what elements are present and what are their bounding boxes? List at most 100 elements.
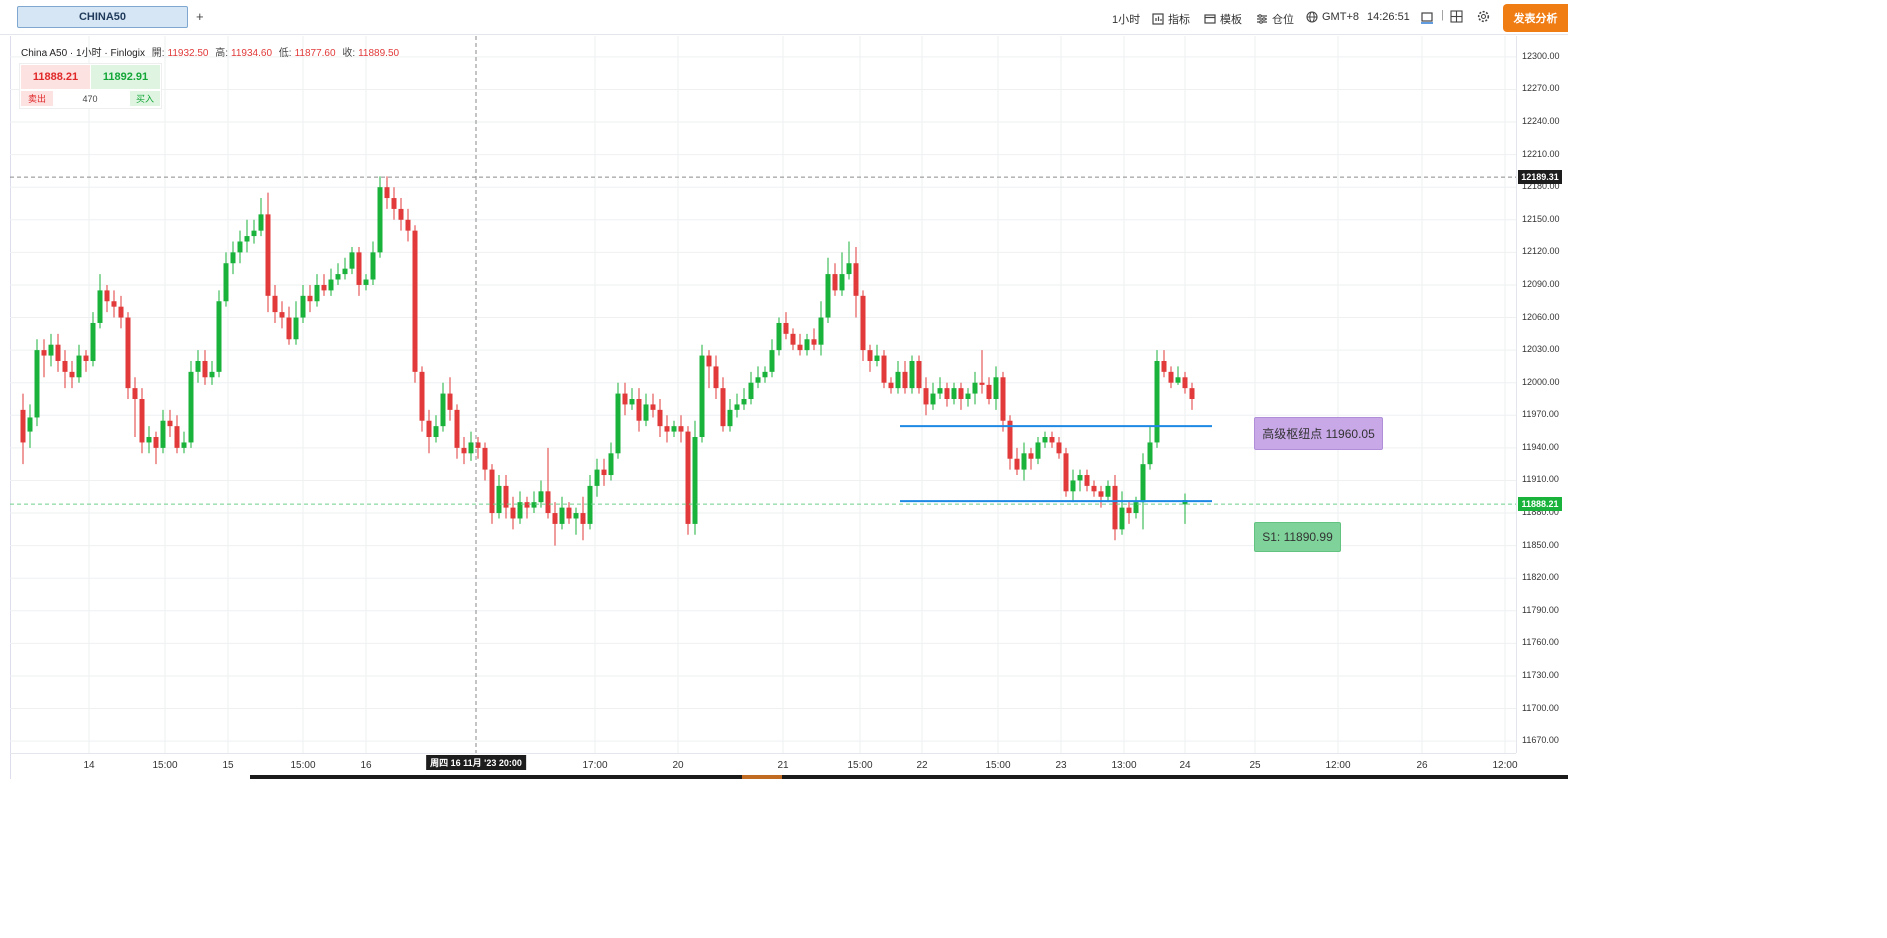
time-tick: 17:00 xyxy=(582,760,608,771)
candle xyxy=(370,241,376,285)
time-tick: 22 xyxy=(916,760,928,771)
candle xyxy=(55,333,61,372)
toolbar-divider: | xyxy=(1441,9,1444,21)
candle xyxy=(895,360,901,394)
candle xyxy=(657,399,663,438)
candle xyxy=(76,344,82,383)
candle xyxy=(139,388,145,454)
candle xyxy=(160,409,166,454)
trade-widget: 11888.21 11892.91 卖出 470 买入 xyxy=(19,63,162,109)
pivot-point-label[interactable]: 高级枢纽点 11960.05 xyxy=(1254,417,1383,450)
templates-button[interactable]: 模板 xyxy=(1204,11,1242,27)
price-tick: 11760.00 xyxy=(1522,637,1559,648)
candle xyxy=(384,176,390,209)
chart-legend: China A50 · 1小时 · Finlogix 開: 11932.50 高:… xyxy=(21,44,399,59)
candle xyxy=(846,241,852,280)
candle xyxy=(188,360,194,448)
candle xyxy=(132,377,138,438)
candle xyxy=(545,447,551,519)
candle xyxy=(629,388,635,410)
screenshot-button[interactable] xyxy=(1420,10,1434,24)
timezone-selector[interactable]: GMT+8 14:26:51 xyxy=(1306,11,1410,23)
sell-button[interactable]: 卖出 xyxy=(21,91,53,106)
candle xyxy=(1021,442,1027,481)
candle xyxy=(811,328,817,351)
price-tick: 11940.00 xyxy=(1522,441,1559,452)
candle xyxy=(867,344,873,372)
buy-price-button[interactable]: 11892.91 xyxy=(91,65,160,89)
candle xyxy=(90,312,96,367)
top-toolbar: CHINA50 + 1小时 指标 模板 仓位 GMT+8 14:26:51 | … xyxy=(0,0,1568,35)
positions-icon xyxy=(1257,14,1267,24)
timeframe-label: 1小时 xyxy=(1112,14,1141,26)
candle xyxy=(181,431,187,454)
candle xyxy=(1140,453,1146,530)
time-tick: 15 xyxy=(222,760,234,771)
price-tick: 12000.00 xyxy=(1522,376,1560,387)
candle xyxy=(993,366,999,410)
price-tick: 11820.00 xyxy=(1522,572,1559,583)
candle xyxy=(685,426,691,535)
quantity-field[interactable]: 470 xyxy=(82,93,98,104)
price-axis[interactable] xyxy=(1516,36,1569,753)
candle xyxy=(1182,493,1188,524)
time-axis[interactable] xyxy=(10,753,1516,776)
candle xyxy=(552,502,558,546)
price-tick: 11700.00 xyxy=(1522,702,1559,713)
timeframe-selector[interactable]: 1小时 xyxy=(1112,11,1140,27)
candle xyxy=(405,208,411,242)
candle xyxy=(1084,469,1090,492)
layout-button[interactable] xyxy=(1450,10,1463,23)
candle xyxy=(860,290,866,361)
candle xyxy=(342,257,348,280)
candle xyxy=(174,415,180,454)
s1-support-label[interactable]: S1: 11890.99 xyxy=(1254,522,1341,552)
time-tick: 13:00 xyxy=(1111,760,1137,771)
tab-china50[interactable]: CHINA50 xyxy=(17,6,188,28)
candle xyxy=(503,475,509,519)
price-tick: 12240.00 xyxy=(1522,116,1560,127)
candle xyxy=(874,344,880,367)
candle xyxy=(230,241,236,275)
taskbar-active-item xyxy=(742,775,782,779)
legend-high-label: 高: xyxy=(215,48,229,59)
candle xyxy=(769,339,775,378)
price-tick: 11670.00 xyxy=(1522,735,1559,746)
candle xyxy=(279,301,285,329)
templates-icon xyxy=(1204,14,1216,24)
candle xyxy=(202,350,208,385)
candle xyxy=(580,496,586,541)
price-tick: 12300.00 xyxy=(1522,50,1560,61)
candle xyxy=(27,404,33,448)
candle xyxy=(1007,415,1013,470)
legend-title: China A50 · 1小时 · Finlogix xyxy=(21,48,145,59)
price-tick: 12120.00 xyxy=(1522,246,1560,257)
candle xyxy=(804,333,810,356)
candle xyxy=(167,409,173,438)
crosshair-time-label: 周四 16 11月 '23 20:00 xyxy=(426,755,526,770)
candle xyxy=(1098,485,1104,508)
candle xyxy=(377,176,383,258)
candle xyxy=(664,415,670,443)
publish-analysis-button[interactable]: 发表分析 xyxy=(1503,4,1568,32)
candle xyxy=(356,246,362,296)
candle xyxy=(909,355,915,394)
candle xyxy=(419,366,425,432)
indicators-button[interactable]: 指标 xyxy=(1152,11,1190,27)
candle xyxy=(426,409,432,454)
positions-button[interactable]: 仓位 xyxy=(1256,11,1294,27)
candle xyxy=(1168,366,1174,389)
candle xyxy=(839,252,845,296)
sell-price-button[interactable]: 11888.21 xyxy=(21,65,90,89)
candlestick-chart[interactable] xyxy=(10,36,1516,753)
candle xyxy=(118,295,124,329)
settings-button[interactable] xyxy=(1477,10,1490,23)
candle xyxy=(1049,431,1055,448)
taskbar-strip xyxy=(250,775,1568,779)
candle xyxy=(972,371,978,405)
add-tab-button[interactable]: + xyxy=(196,9,204,24)
candle xyxy=(454,404,460,459)
time-tick: 12:00 xyxy=(1492,760,1518,771)
buy-button[interactable]: 买入 xyxy=(130,91,160,106)
candle xyxy=(1077,469,1083,492)
